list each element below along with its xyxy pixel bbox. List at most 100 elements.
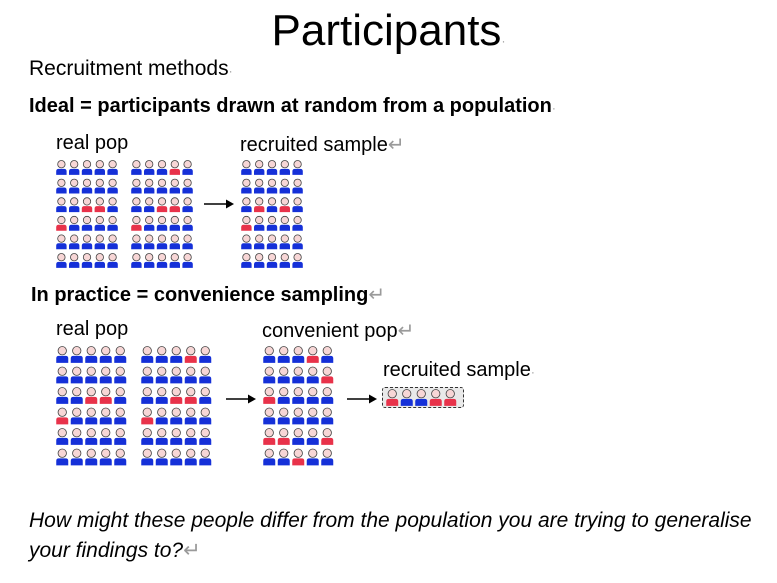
person-figure — [254, 178, 265, 194]
person-figure — [199, 407, 212, 425]
person-head — [171, 366, 181, 376]
person-body-red — [94, 206, 105, 213]
person-figure — [81, 178, 93, 194]
person-figure — [107, 253, 118, 268]
person-figure — [107, 197, 118, 213]
person-figure — [70, 346, 83, 363]
person-head — [142, 346, 152, 356]
person-figure — [292, 366, 305, 384]
practice-statement: In practice = convenience sampling↵ — [31, 282, 385, 307]
person-body-red — [56, 224, 67, 231]
person-body-blue — [141, 396, 154, 404]
person-head — [72, 346, 82, 356]
person-figure — [144, 234, 155, 250]
ideal-statement: Ideal = participants drawn at random fro… — [29, 95, 556, 118]
person-figure — [182, 160, 193, 175]
person-head — [101, 387, 111, 397]
person-head — [267, 160, 277, 169]
person-head — [170, 215, 179, 225]
person-body-blue — [99, 376, 112, 384]
person-body-blue — [241, 243, 252, 250]
person-figure — [114, 346, 127, 363]
person-head — [242, 234, 251, 243]
practice-arrow-1 — [226, 394, 256, 404]
ideal-recruited-sample-label: recruited sample↵ — [240, 132, 405, 157]
person-head — [171, 448, 181, 458]
person-body-blue — [70, 376, 83, 384]
person-head — [86, 407, 96, 417]
person-head — [142, 366, 152, 376]
person-head — [242, 178, 251, 187]
person-figure — [241, 253, 252, 268]
person-figure — [94, 160, 105, 175]
person-head — [387, 389, 397, 399]
practice-real-pop-label: real pop — [56, 318, 129, 340]
person-body-blue — [292, 224, 303, 231]
person-head — [132, 160, 141, 169]
person-figure — [81, 197, 93, 213]
person-figure — [99, 366, 112, 384]
person-body-blue — [155, 396, 168, 404]
person-head — [101, 448, 111, 458]
person-head — [157, 346, 167, 356]
person-body-red — [99, 396, 112, 404]
person-figure — [144, 215, 155, 231]
person-figure — [81, 234, 93, 250]
person-head — [322, 387, 332, 397]
person-head — [70, 160, 79, 169]
person-head — [255, 234, 264, 243]
ideal-statement-text: Ideal = participants drawn at random fro… — [29, 95, 552, 117]
person-head — [108, 234, 117, 243]
person-body-blue — [69, 187, 80, 194]
person-figure — [81, 215, 93, 231]
person-figure — [107, 160, 118, 175]
person-figure — [70, 448, 83, 466]
person-figure — [292, 178, 303, 194]
person-head — [183, 215, 192, 225]
person-body-blue — [292, 168, 303, 175]
person-head — [267, 178, 277, 187]
practice-sample-end-mark: · — [530, 365, 535, 379]
person-head — [157, 234, 167, 243]
person-head — [186, 428, 196, 438]
person-body-blue — [415, 398, 428, 406]
person-figure — [266, 178, 278, 194]
person-body-blue — [279, 224, 290, 231]
person-figure — [94, 197, 105, 213]
person-body-blue — [156, 243, 168, 250]
person-figure — [292, 387, 305, 404]
recruitment-heading-text: Recruitment methods — [29, 57, 229, 80]
person-figure — [156, 197, 168, 213]
person-figure — [114, 387, 127, 404]
person-body-blue — [170, 355, 183, 363]
person-head — [115, 407, 125, 417]
person-head — [157, 178, 167, 187]
person-head — [242, 215, 251, 225]
person-figure — [254, 234, 265, 250]
person-body-blue — [155, 458, 168, 466]
ideal-sample-return-mark: ↵ — [387, 134, 405, 156]
person-body-blue — [254, 261, 265, 268]
person-body-blue — [292, 187, 303, 194]
person-head — [170, 234, 179, 243]
person-head — [132, 215, 141, 225]
person-head — [145, 197, 154, 206]
person-head — [293, 178, 302, 187]
person-body-blue — [81, 224, 93, 231]
person-figure — [182, 215, 193, 231]
recruitment-end-mark: · — [228, 64, 233, 78]
person-body-blue — [70, 417, 83, 425]
person-body-blue — [85, 458, 98, 466]
person-body-blue — [156, 261, 168, 268]
person-body-blue — [170, 376, 183, 384]
person-head — [142, 387, 152, 397]
person-figure — [277, 407, 290, 425]
person-body-blue — [277, 458, 290, 466]
person-head — [264, 387, 274, 397]
person-head — [293, 346, 303, 356]
person-figure — [144, 197, 155, 213]
person-body-blue — [155, 437, 168, 445]
person-head — [70, 234, 79, 243]
person-figure — [241, 197, 252, 213]
person-figure — [156, 215, 168, 231]
